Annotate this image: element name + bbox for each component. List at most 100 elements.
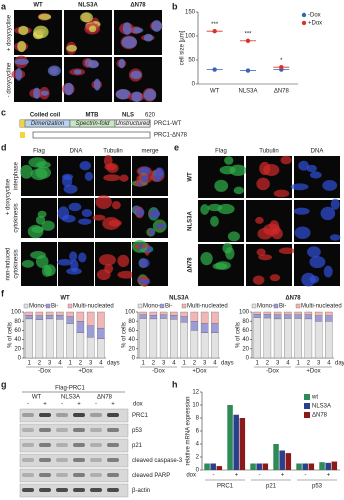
column-label: NLS3A [78, 3, 98, 9]
cell [73, 69, 82, 75]
x-tick-label: + [281, 473, 285, 479]
x-axis-label: days [335, 361, 344, 367]
cell [117, 254, 130, 268]
legend-marker [301, 20, 307, 26]
bar-segment [304, 311, 313, 315]
cell [14, 58, 29, 65]
cell [31, 226, 44, 233]
band [56, 488, 68, 492]
x-tick-label: 4 [99, 361, 103, 367]
cell [131, 91, 143, 103]
cell [103, 154, 113, 167]
cell [280, 155, 292, 165]
row-label: cytokinesis [14, 203, 20, 232]
y-axis-label: cell size [µm] [180, 30, 186, 65]
cell [298, 160, 310, 171]
group-label: -Dox [38, 369, 51, 375]
bar-segment [170, 315, 178, 320]
lane-label: + [43, 402, 47, 408]
x-tick-label: 2 [193, 361, 197, 367]
row-label: NLS3A [188, 210, 194, 230]
cell [322, 180, 338, 191]
column-label: DNA [311, 149, 324, 155]
cell [84, 171, 94, 182]
y-tick-label: 6 [196, 429, 200, 435]
cell [66, 44, 78, 52]
x-tick-label: 3 [317, 361, 321, 367]
band [39, 428, 51, 432]
bar-segment [253, 311, 261, 315]
cell [92, 214, 106, 221]
y-tick-label: 10 [192, 403, 199, 409]
cell [63, 184, 78, 194]
bar-segment [97, 311, 105, 329]
cell [143, 33, 154, 42]
lane-label: + [111, 402, 115, 408]
bar-segment [325, 315, 333, 322]
bar-segment [76, 311, 85, 322]
legend-swatch [45, 303, 51, 309]
row-label: + doxycycline [7, 14, 13, 51]
bar-segment [97, 327, 105, 339]
y-tick-label: 40 [128, 337, 135, 343]
bar-segment [159, 314, 168, 319]
cell [138, 243, 143, 250]
band [90, 488, 102, 492]
bar-segment [190, 330, 199, 359]
cell [141, 175, 149, 183]
lane-label: - [27, 402, 29, 408]
band [107, 488, 119, 492]
bar-segment [200, 323, 209, 333]
cell [41, 90, 49, 96]
bar-segment [263, 311, 272, 315]
y-axis-label: % of cells [236, 322, 242, 348]
bar-segment [284, 311, 292, 315]
cell [306, 164, 317, 173]
legend-swatch [67, 303, 73, 309]
bar-segment [170, 319, 178, 359]
group-label: -Dox [152, 369, 165, 375]
x-tick-label: - [305, 473, 307, 479]
cell [143, 89, 157, 101]
band [107, 428, 119, 432]
column-label: Tubulin [259, 149, 278, 155]
legend-swatch [23, 303, 29, 309]
panel-label: g [1, 379, 7, 389]
band [90, 473, 102, 477]
band [73, 443, 85, 447]
legend-marker [301, 12, 307, 18]
bar-segment [211, 323, 219, 333]
bar [296, 463, 302, 470]
group-label: p53 [312, 484, 323, 490]
x-tick-label: + [327, 473, 331, 479]
cell [293, 207, 310, 215]
cell [68, 202, 82, 212]
cell [258, 254, 273, 261]
cell [255, 216, 264, 224]
cell [155, 223, 166, 229]
column-label: Flag [33, 149, 45, 155]
bar-segment [56, 315, 64, 320]
cell [215, 261, 231, 270]
cell [118, 58, 125, 69]
construct-label: PRC1-ΔN78 [154, 133, 188, 139]
bar [285, 453, 292, 470]
bar [279, 450, 285, 470]
cell [36, 161, 51, 169]
bar-segment [314, 321, 323, 359]
bar [302, 463, 308, 470]
band [90, 443, 102, 447]
band [56, 458, 68, 462]
x-tick-label: 2 [307, 361, 311, 367]
legend-label: Mono- [257, 304, 274, 310]
band [90, 458, 102, 462]
x-tick-label: 4 [58, 361, 62, 367]
bar [216, 466, 223, 470]
control-label: non-induced [6, 247, 12, 280]
bar-segment [35, 311, 44, 316]
cell [104, 263, 114, 274]
bar-segment [159, 318, 168, 359]
significance: *** [211, 22, 219, 28]
cell [79, 161, 91, 171]
bar-segment [190, 321, 199, 331]
